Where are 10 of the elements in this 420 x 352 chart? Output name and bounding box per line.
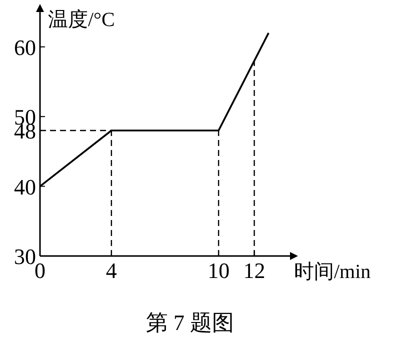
ylabel: 温度/°C [48, 9, 115, 31]
annotation: 第 7 题图 [146, 310, 234, 335]
y-tick: 40 [14, 174, 36, 200]
y-tick: 60 [14, 34, 36, 60]
x-tick: 4 [106, 258, 117, 283]
y-tick: 30 [14, 244, 36, 269]
xlabel: 时间/min [294, 261, 371, 283]
x-tick: 12 [243, 258, 266, 283]
x-tick: 0 [34, 258, 46, 283]
x-tick: 10 [208, 258, 230, 283]
